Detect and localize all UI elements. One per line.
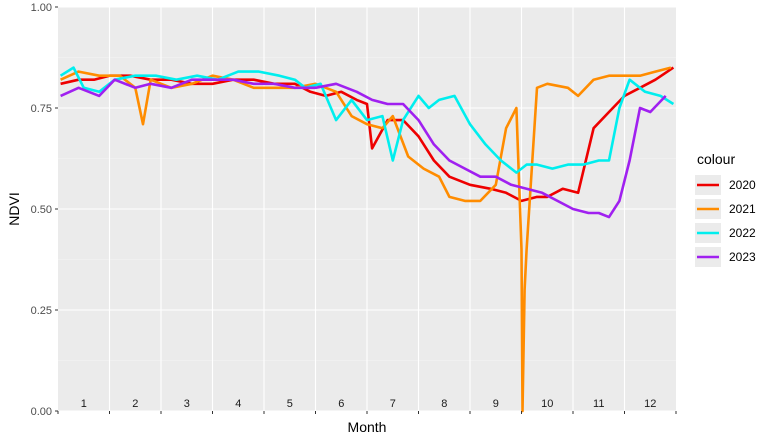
legend-label: 2022	[729, 226, 756, 240]
month-label: 8	[441, 398, 447, 410]
month-label: 2	[132, 398, 138, 410]
y-tick-label: 1.00	[31, 2, 52, 14]
series-line-2023	[60, 78, 667, 219]
legend-title: colour	[697, 151, 735, 167]
y-axis-title: NDVI	[6, 192, 22, 225]
y-tick-label: 0.50	[31, 204, 52, 216]
y-axis: 0.00 0.25 0.50 0.75 1.00	[31, 2, 58, 418]
month-label: 3	[184, 398, 190, 410]
legend-label: 2021	[729, 202, 756, 216]
month-label: 7	[390, 398, 396, 410]
y-tick-label: 0.25	[31, 305, 52, 317]
grid-lines	[58, 6, 676, 412]
month-label: 6	[338, 398, 344, 410]
legend-label: 2020	[729, 178, 756, 192]
x-axis: 1 2 3 4 5 6 7 8 9 10 11 12	[57, 398, 677, 414]
legend: colour 2020 2021 2022 2023	[695, 151, 756, 267]
x-axis-title: Month	[348, 419, 387, 435]
month-label: 5	[287, 398, 293, 410]
y-tick-label: 0.00	[31, 406, 52, 418]
y-tick-label: 0.75	[31, 103, 52, 115]
series-lines	[59, 66, 675, 413]
month-label: 9	[493, 398, 499, 410]
series-line-2022	[59, 66, 675, 174]
legend-label: 2023	[729, 250, 756, 264]
month-label: 10	[541, 398, 553, 410]
month-label: 4	[235, 398, 241, 410]
month-label: 12	[644, 398, 656, 410]
month-label: 1	[81, 398, 87, 410]
month-label: 11	[593, 398, 604, 410]
